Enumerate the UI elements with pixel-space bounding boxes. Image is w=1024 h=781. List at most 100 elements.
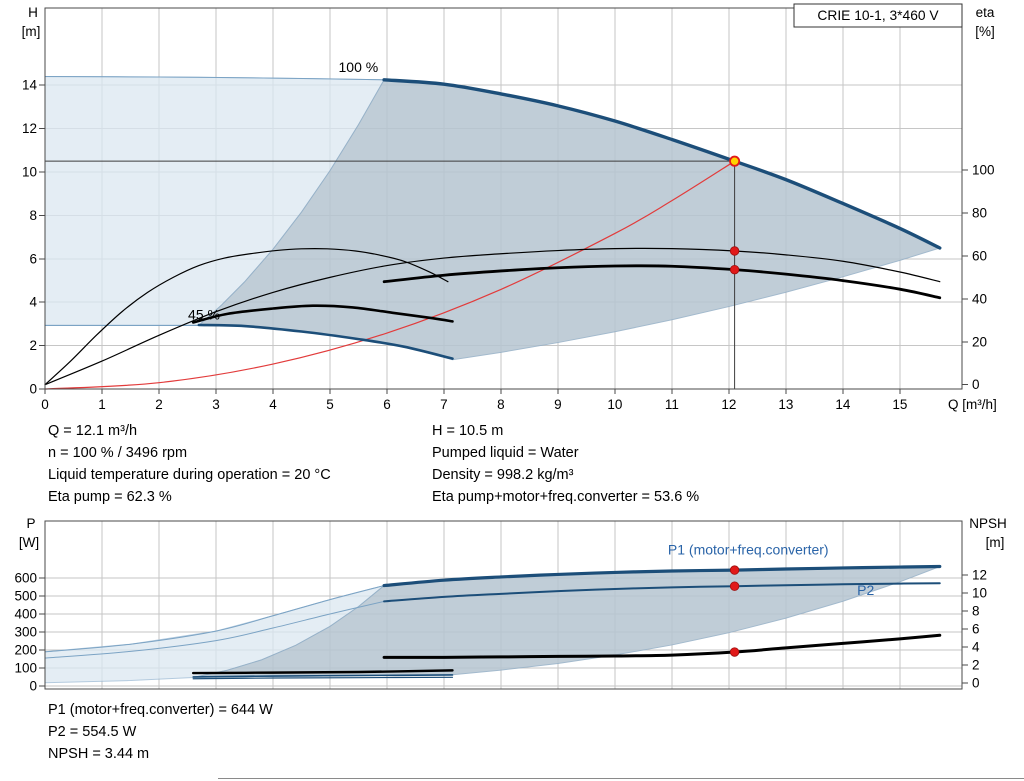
envelope-p1-edge — [44, 585, 385, 653]
speed-100-label: 100 % — [339, 59, 379, 75]
p1-label: P1 (motor+freq.converter) — [668, 542, 829, 558]
eta-pump-point — [729, 246, 740, 256]
tick-label: 100 — [14, 660, 37, 675]
npsh-point — [729, 647, 740, 657]
tick-label: 0 — [29, 678, 37, 693]
tick-label: 400 — [14, 606, 37, 621]
tick-label: 6 — [383, 397, 391, 412]
axis-label-left: H — [28, 5, 38, 20]
info-speed: n = 100 % / 3496 rpm — [48, 445, 188, 461]
tick-label: 2 — [972, 657, 980, 672]
tick-label: 14 — [22, 78, 38, 93]
info-liquid: Pumped liquid = Water — [432, 445, 579, 461]
tick-label: 600 — [14, 571, 37, 586]
p2-curve-45 — [192, 676, 454, 680]
tick-label: 11 — [665, 397, 679, 412]
tick-label: 4 — [269, 397, 277, 412]
tick-label: 12 — [22, 121, 37, 136]
bottom-divider — [218, 778, 1024, 779]
tick-label: 0 — [972, 377, 980, 392]
tick-label: 20 — [972, 334, 987, 349]
tick-label: 12 — [721, 397, 736, 412]
tick-label: 10 — [22, 165, 37, 180]
tick-label: 6 — [972, 621, 980, 636]
eta-total-45-curve — [191, 304, 454, 324]
tick-label: 8 — [497, 397, 505, 412]
eta-pump-100-curve — [44, 247, 941, 386]
power-npsh-chart: 0 100 200 300 400 500 600 0 2 4 6 8 10 12 P [W] NPSH [m] P… — [14, 516, 1007, 693]
info-eta-pump: Eta pump = 62.3 % — [48, 489, 172, 505]
p1-curve-100 — [382, 564, 942, 588]
tick-label: 4 — [972, 639, 980, 654]
speed-45-label: 45 % — [188, 307, 220, 323]
info-head: H = 10.5 m — [432, 423, 504, 439]
tick-label: 7 — [440, 397, 448, 412]
tick-label: 10 — [972, 585, 987, 600]
tick-label: 80 — [972, 205, 987, 220]
axis-label-right: [%] — [975, 24, 995, 39]
tick-label: 9 — [554, 397, 562, 412]
tick-label: 500 — [14, 589, 37, 604]
tick-label: 0 — [972, 675, 980, 690]
envelope-top-edge — [44, 76, 385, 81]
tick-label: 100 — [972, 163, 995, 178]
envelope-p2-edge — [44, 600, 385, 659]
tick-label: 8 — [29, 208, 37, 223]
tick-label: 13 — [778, 397, 793, 412]
duty-point — [729, 155, 741, 167]
info-flow: Q = 12.1 m³/h — [48, 423, 138, 439]
tick-label: 8 — [972, 603, 980, 618]
npsh-curve-100 — [382, 633, 942, 659]
tick-label: 3 — [212, 397, 220, 412]
info-density: Density = 998.2 kg/m³ — [432, 467, 574, 483]
tick-label: 6 — [29, 251, 37, 266]
axis-label-x: Q [m³/h] — [948, 397, 997, 412]
info-p2: P2 = 554.5 W — [48, 724, 137, 740]
tick-label: 15 — [892, 397, 907, 412]
axis-label-left: [W] — [19, 535, 39, 550]
tick-label: 5 — [326, 397, 334, 412]
eta-total-100-curve — [382, 264, 942, 300]
title-box — [793, 3, 963, 28]
info-npsh: NPSH = 3.44 m — [48, 746, 150, 762]
eta-total-point — [729, 264, 740, 275]
tick-label: 4 — [29, 295, 37, 310]
tick-label: 300 — [14, 624, 37, 639]
pump-curve-45 — [197, 323, 454, 360]
p2-label: P2 — [857, 582, 874, 598]
info-p1: P1 (motor+freq.converter) = 644 W — [48, 702, 273, 718]
tick-label: 1 — [98, 397, 106, 412]
plot-frame — [44, 7, 963, 390]
p1-point — [729, 565, 740, 575]
pump-model-title: CRIE 10-1, 3*460 V — [817, 8, 939, 23]
power-info: P1 (motor+freq.converter) = 644 W P2 = 5… — [48, 699, 273, 765]
duty-info-right: H = 10.5 m Pumped liquid = Water Density… — [432, 420, 699, 508]
duty-info-left: Q = 12.1 m³/h n = 100 % / 3496 rpm Liqui… — [48, 420, 331, 508]
axis-label-left: P — [26, 516, 35, 531]
tick-label: 2 — [29, 338, 37, 353]
axis-label-right: NPSH — [969, 516, 1007, 531]
tick-label: 10 — [607, 397, 622, 412]
pump-curve-100 — [382, 78, 942, 250]
axis-label-right: eta — [976, 5, 995, 20]
p2-curve-100 — [383, 582, 941, 603]
npsh-curve-45 — [191, 669, 454, 675]
tick-label: 12 — [972, 567, 987, 582]
tick-label: 0 — [29, 382, 37, 397]
info-temperature: Liquid temperature during operation = 20… — [48, 467, 331, 483]
eta-pump-45-curve — [44, 247, 449, 386]
tick-label: 14 — [835, 397, 851, 412]
plot-frame — [44, 520, 963, 690]
p2-point — [729, 581, 740, 591]
tick-label: 0 — [41, 397, 49, 412]
tick-label: 2 — [155, 397, 163, 412]
tick-label: 60 — [972, 248, 987, 263]
tick-label: 200 — [14, 642, 37, 657]
p1-curve-45 — [192, 674, 454, 678]
axis-label-left: [m] — [22, 24, 41, 39]
tick-label: 40 — [972, 291, 987, 306]
info-eta-total: Eta pump+motor+freq.converter = 53.6 % — [432, 489, 700, 505]
axis-label-right: [m] — [986, 535, 1005, 550]
